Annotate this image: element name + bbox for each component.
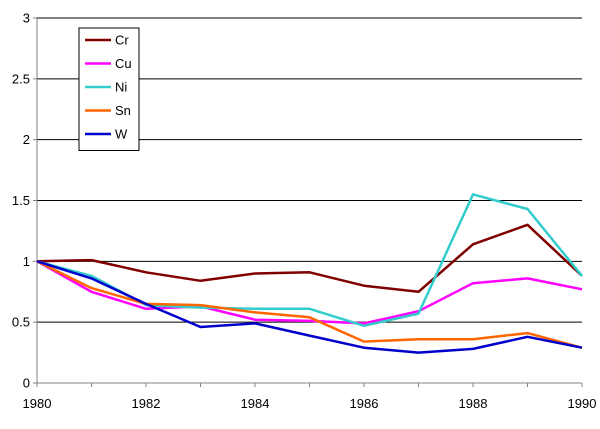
x-tick-label: 1984 (241, 396, 270, 411)
series-line-cr (36, 223, 583, 294)
axes (33, 17, 583, 387)
series-line-w (36, 260, 583, 354)
y-tick-label: 2.5 (12, 71, 30, 86)
legend: Cr Cu Ni Sn W (78, 27, 140, 151)
series-line-ni (36, 193, 583, 328)
x-tick-label: 1982 (132, 396, 161, 411)
legend-label-sn: Sn (115, 103, 131, 118)
y-tick-label: 2 (23, 132, 30, 147)
y-tick-label: 1.5 (12, 193, 30, 208)
y-tick-label: 0.5 (12, 315, 30, 330)
series-lines (36, 193, 583, 354)
x-tick-label: 1988 (459, 396, 488, 411)
legend-label-cu: Cu (115, 56, 132, 71)
y-tick-label: 1 (23, 254, 30, 269)
legend-label-ni: Ni (115, 80, 127, 95)
y-tick-label: 0 (23, 376, 30, 391)
y-tick-label: 3 (23, 11, 30, 26)
legend-label-w: W (115, 127, 128, 142)
series-line-sn (36, 260, 583, 349)
tick-labels: 0 0.5 1 1.5 2 2.5 3 1980 1982 1984 1986 1988 1990 (12, 11, 597, 412)
legend-box (78, 27, 140, 151)
legend-label-cr: Cr (115, 33, 129, 48)
x-tick-label: 1980 (23, 396, 52, 411)
series-line-cu (36, 260, 583, 325)
x-tick-label: 1990 (568, 396, 597, 411)
x-tick-label: 1986 (350, 396, 379, 411)
